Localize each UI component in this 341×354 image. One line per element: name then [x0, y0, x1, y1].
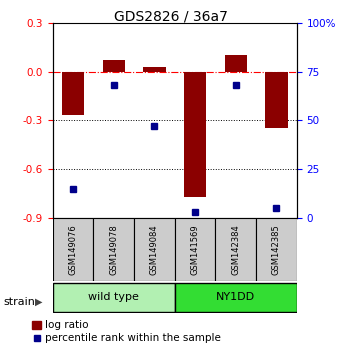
- Bar: [175, 218, 216, 281]
- Bar: [175, 283, 297, 312]
- Text: NY1DD: NY1DD: [216, 292, 255, 302]
- Bar: [62, 72, 84, 115]
- Text: GDS2826 / 36a7: GDS2826 / 36a7: [114, 10, 227, 24]
- Bar: [134, 218, 175, 281]
- Bar: [143, 67, 166, 72]
- Text: GSM149084: GSM149084: [150, 224, 159, 275]
- Bar: [53, 218, 93, 281]
- Bar: [265, 72, 287, 129]
- Text: GSM142385: GSM142385: [272, 224, 281, 275]
- Text: GSM149078: GSM149078: [109, 224, 118, 275]
- Text: ▶: ▶: [35, 297, 43, 307]
- Legend: log ratio, percentile rank within the sample: log ratio, percentile rank within the sa…: [32, 320, 221, 343]
- Text: GSM141569: GSM141569: [191, 224, 199, 275]
- Text: strain: strain: [3, 297, 35, 307]
- Bar: [184, 72, 206, 196]
- Bar: [103, 60, 125, 72]
- Bar: [93, 218, 134, 281]
- Bar: [53, 283, 175, 312]
- Text: wild type: wild type: [88, 292, 139, 302]
- Text: GSM149076: GSM149076: [69, 224, 78, 275]
- Text: GSM142384: GSM142384: [231, 224, 240, 275]
- Bar: [224, 56, 247, 72]
- Bar: [216, 218, 256, 281]
- Bar: [256, 218, 297, 281]
